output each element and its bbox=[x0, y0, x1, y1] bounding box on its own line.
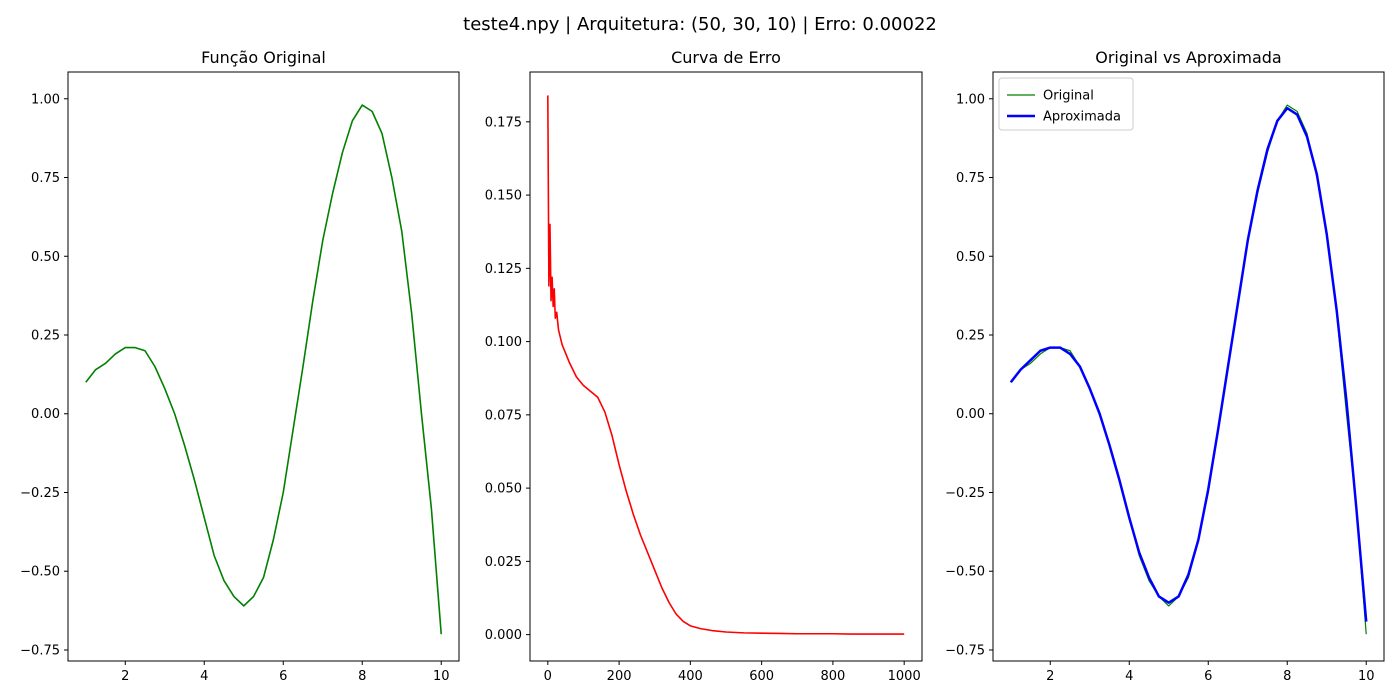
y-tick-label: 0.100 bbox=[485, 335, 522, 350]
y-tick-label: 0.25 bbox=[31, 329, 60, 344]
y-tick-label: 0.025 bbox=[485, 555, 522, 570]
x-tick-label: 10 bbox=[1358, 669, 1375, 684]
y-tick-label: 0.050 bbox=[485, 482, 522, 497]
x-tick-label: 1000 bbox=[888, 669, 921, 684]
plot-frame bbox=[529, 71, 923, 662]
legend-label: Aproximada bbox=[1043, 110, 1121, 125]
y-tick-label: −0.75 bbox=[20, 643, 60, 658]
x-tick-label: 0 bbox=[544, 669, 552, 684]
original-line bbox=[1010, 104, 1367, 635]
x-tick-label: 10 bbox=[433, 669, 450, 684]
y-tick-label: 0.00 bbox=[956, 407, 985, 422]
plot-error-curve: Curva de Erro 0 200 400 600 800 1000 0.000 0.025… bbox=[485, 48, 923, 684]
x-tick-label: 2 bbox=[121, 669, 129, 684]
y-tick-label: 0.150 bbox=[485, 189, 522, 204]
y-tick-label: 0.50 bbox=[956, 250, 985, 265]
x-tick-label: 8 bbox=[358, 669, 366, 684]
x-tick-label: 200 bbox=[607, 669, 632, 684]
plot-frame bbox=[992, 71, 1385, 662]
y-tick-label: −0.75 bbox=[945, 643, 985, 658]
x-tick-label: 4 bbox=[1125, 669, 1133, 684]
x-tick-label: 6 bbox=[1204, 669, 1212, 684]
y-tick-label: −0.50 bbox=[945, 565, 985, 580]
series-1-line bbox=[547, 95, 905, 635]
x-tick-label: 8 bbox=[1283, 669, 1291, 684]
y-tick-label: 0.00 bbox=[31, 407, 60, 422]
y-tick-label: 0.50 bbox=[31, 250, 60, 265]
y-tick-label: 0.75 bbox=[956, 171, 985, 186]
x-tick-label: 2 bbox=[1046, 669, 1054, 684]
y-tick-label: −0.50 bbox=[20, 565, 60, 580]
legend: Original Aproximada bbox=[998, 77, 1134, 131]
plot-title: Curva de Erro bbox=[671, 48, 781, 67]
x-tick-label: 400 bbox=[678, 669, 703, 684]
aproximada-line bbox=[1009, 106, 1368, 622]
x-tick-label: 800 bbox=[820, 669, 845, 684]
legend-label: Original bbox=[1043, 89, 1094, 104]
y-tick-label: −0.25 bbox=[945, 486, 985, 501]
y-tick-label: 1.00 bbox=[956, 92, 985, 107]
x-tick-label: 6 bbox=[279, 669, 287, 684]
x-tick-label: 4 bbox=[200, 669, 208, 684]
y-tick-label: 1.00 bbox=[31, 92, 60, 107]
y-tick-label: 0.25 bbox=[956, 329, 985, 344]
y-tick-label: 0.175 bbox=[485, 115, 522, 130]
plot-frame bbox=[67, 71, 460, 662]
plot-original-function: Função Original 2 4 6 8 10 −0.75 −0.50 −0.25 0.00… bbox=[20, 48, 460, 684]
y-tick-label: 0.000 bbox=[485, 628, 522, 643]
y-tick-label: 0.075 bbox=[485, 408, 522, 423]
figure-title: teste4.npy | Arquitetura: (50, 30, 10) |… bbox=[463, 14, 937, 35]
y-tick-label: 0.125 bbox=[485, 262, 522, 277]
plot-original-vs-approximated: Original vs Aproximada 2 4 6 8 10 −0.75 −0.50 −0… bbox=[945, 48, 1385, 684]
series-1-line bbox=[85, 104, 443, 635]
plot-title: Original vs Aproximada bbox=[1095, 48, 1281, 67]
x-tick-label: 600 bbox=[749, 669, 774, 684]
y-tick-label: 0.75 bbox=[31, 171, 60, 186]
y-tick-label: −0.25 bbox=[20, 486, 60, 501]
plot-title: Função Original bbox=[201, 48, 326, 67]
